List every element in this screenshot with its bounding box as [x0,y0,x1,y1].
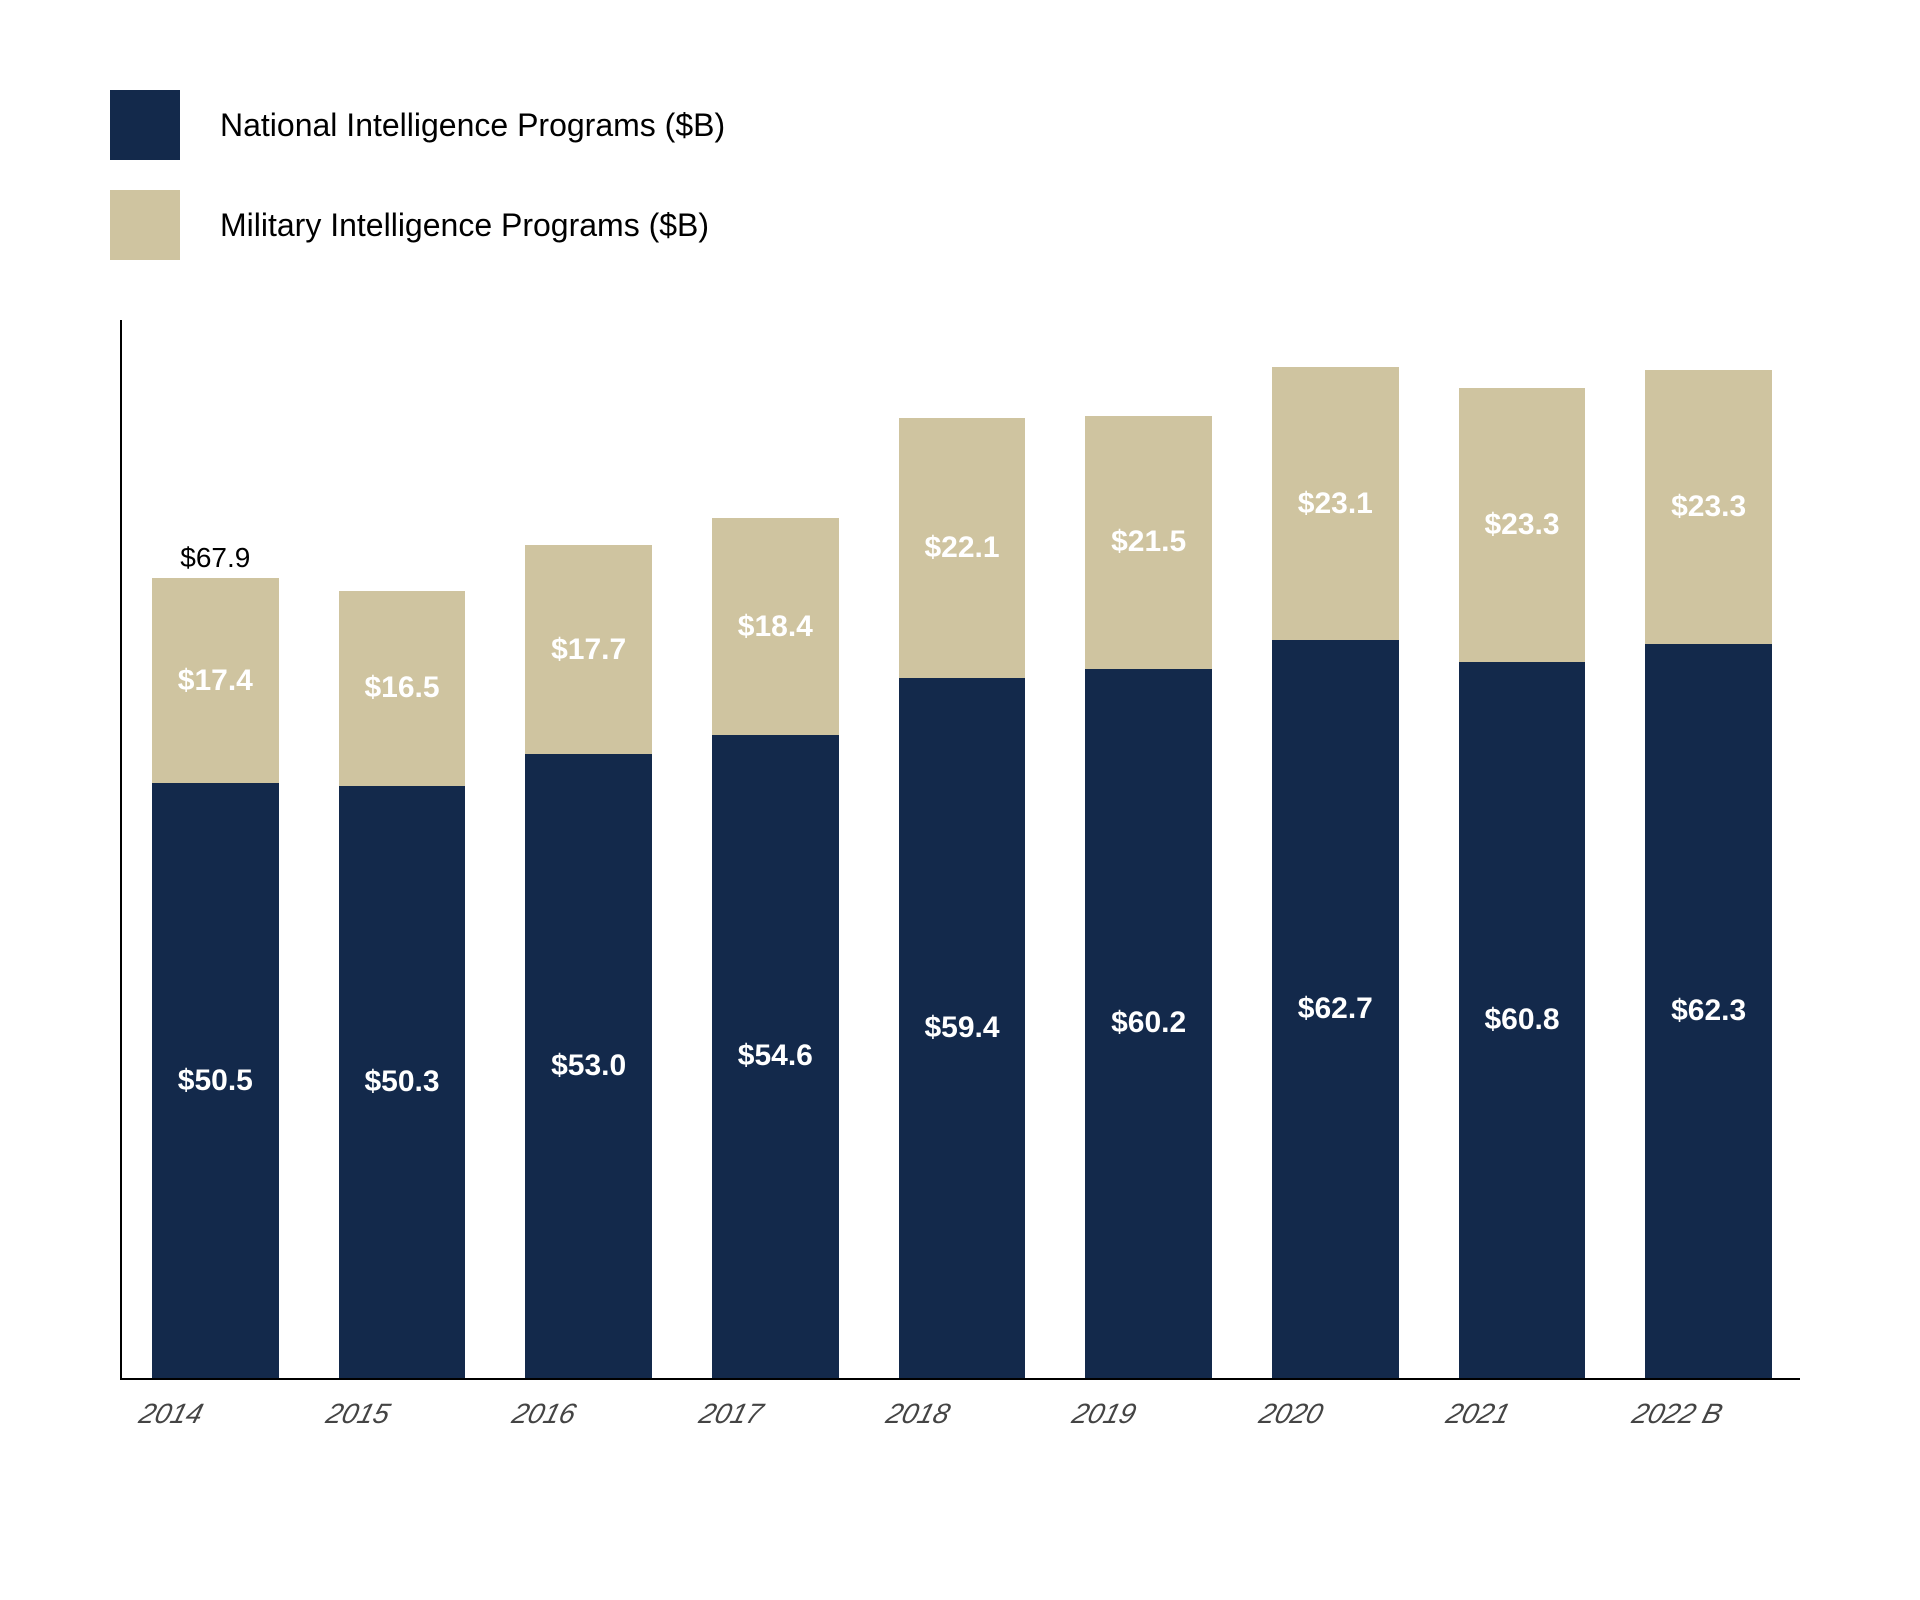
bar-group: $50.5$17.4$67.9 [152,578,279,1378]
bar-segment-national: $50.5 [152,783,279,1378]
bar-segment-national: $53.0 [525,754,652,1378]
bar-segment-national: $62.3 [1645,644,1772,1378]
bar-value-national: $62.7 [1272,992,1399,1026]
bar-segment-military: $18.4 [712,518,839,735]
bar-total-label: $67.9 [152,542,279,574]
bar-segment-national: $60.8 [1459,662,1586,1378]
x-axis-label: 2014 [136,1398,207,1430]
bar-value-national: $54.6 [712,1039,839,1073]
bar-segment-national: $62.7 [1272,640,1399,1378]
bar-group: $62.3 $23.3 [1645,370,1772,1378]
bar-segment-military: $23.3 [1459,388,1586,662]
bar-segment-military: $23.1 [1272,367,1399,639]
bar-value-national: $50.5 [152,1064,279,1098]
bar-segment-military: $17.7 [525,545,652,753]
chart-container: National Intelligence Programs ($B) Mili… [80,80,1840,1520]
bar-value-national: $53.0 [525,1049,652,1083]
legend-swatch-national [110,90,180,160]
plot-area: $50.5 $17.4 $67.9 $50.3 $16.5 $53.0 $17.7 $54.6… [120,320,1800,1380]
bars-layer: $50.5 $17.4 $67.9 $50.3 $16.5 $53.0 $17.7 $54.6… [122,320,1800,1378]
bar-group: $50.3 $16.5 [339,591,466,1378]
bar-segment-national: $60.2 [1085,669,1212,1378]
bar-value-national: $59.4 [899,1011,1026,1045]
x-axis-label: 2020 [1256,1398,1327,1430]
x-axis-label: 2016 [509,1398,580,1430]
bar-value-national: $50.3 [339,1065,466,1099]
legend-item-national: National Intelligence Programs ($B) [110,90,725,160]
bar-segment-military: $16.5 [339,591,466,785]
x-axis-label: 2022 B [1629,1398,1726,1430]
bar-value-military: $23.3 [1645,490,1772,524]
bar-value-military: $17.4 [152,664,279,698]
bar-value-national: $62.3 [1645,994,1772,1028]
bar-group: $54.6 $18.4 [712,518,839,1378]
legend-swatch-military [110,190,180,260]
bar-value-military: $21.5 [1085,525,1212,559]
bar-segment-military: $22.1 [899,418,1026,678]
bar-value-military: $18.4 [712,610,839,644]
bar-value-national: $60.8 [1459,1003,1586,1037]
bar-value-military: $23.1 [1272,487,1399,521]
bar-segment-national: $50.3 [339,786,466,1378]
bar-group: $53.0 $17.7 [525,545,652,1378]
legend-label-national: National Intelligence Programs ($B) [220,107,725,144]
bar-group: $59.4 $22.1 [899,418,1026,1378]
x-axis-labels: 2014 2015 2016 2017 2018 2019 2020 2021 2022 B [120,1388,1800,1458]
x-axis-label: 2017 [696,1398,767,1430]
x-axis-label: 2018 [882,1398,953,1430]
bar-value-military: $16.5 [339,671,466,705]
legend-item-military: Military Intelligence Programs ($B) [110,190,725,260]
x-axis-label: 2015 [322,1398,393,1430]
bar-segment-military: $17.4 [152,578,279,783]
bar-segment-national: $59.4 [899,678,1026,1378]
legend: National Intelligence Programs ($B) Mili… [110,90,725,290]
legend-label-military: Military Intelligence Programs ($B) [220,207,709,244]
bar-group: $60.8 $23.3 [1459,388,1586,1379]
bar-value-military: $22.1 [899,531,1026,565]
bar-value-national: $60.2 [1085,1006,1212,1040]
bar-value-military: $17.7 [525,633,652,667]
x-axis-label: 2019 [1069,1398,1140,1430]
x-axis-label: 2021 [1442,1398,1513,1430]
bar-group: $62.7 $23.1 [1272,367,1399,1378]
bar-group: $60.2 $21.5 [1085,416,1212,1378]
bar-segment-military: $23.3 [1645,370,1772,644]
bar-segment-national: $54.6 [712,735,839,1378]
bar-value-military: $23.3 [1459,508,1586,542]
bar-segment-military: $21.5 [1085,416,1212,669]
